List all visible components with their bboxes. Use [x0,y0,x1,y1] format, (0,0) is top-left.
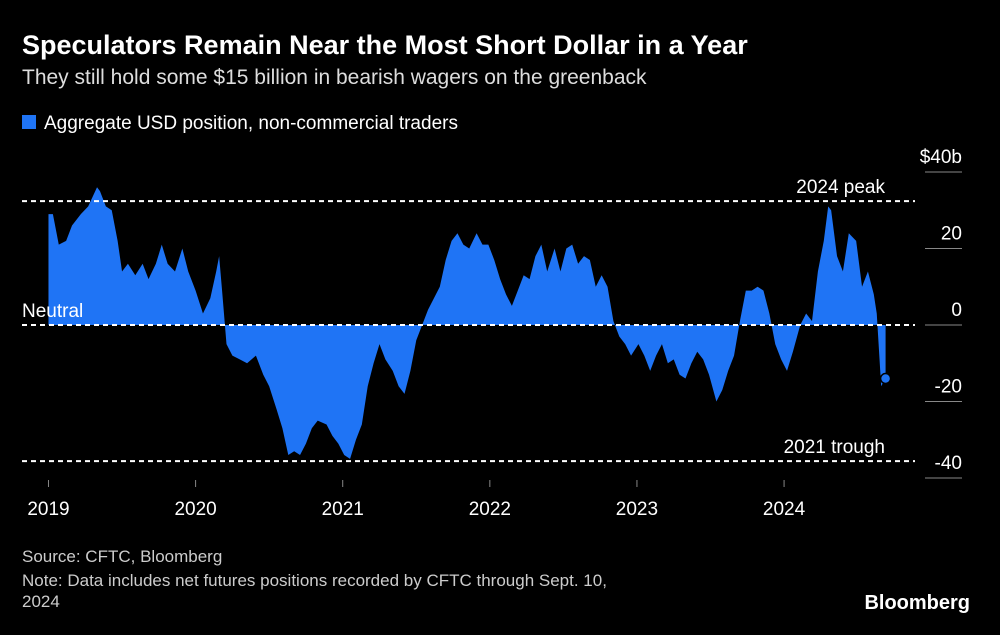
x-tick-label: 2022 [469,499,511,520]
legend-swatch [22,115,36,129]
x-tick-label: 2021 [322,499,364,520]
chart-title: Speculators Remain Near the Most Short D… [22,30,748,60]
area [48,187,886,459]
x-tick-label: 2024 [763,499,806,520]
brand: Bloomberg [864,592,970,614]
source: Source: CFTC, Bloomberg [22,547,223,566]
x-tick-label: 2020 [174,499,216,520]
note: Note: Data includes net futures position… [22,571,607,611]
end-dot [879,372,892,385]
reference-label: 2024 peak [796,177,885,198]
chart: Aggregate USD position, non-commercial t… [22,113,962,520]
y-tick-label: 20 [941,224,962,245]
x-tick-label: 2019 [27,499,69,520]
y-tick-label: -20 [935,377,962,398]
reference-label: Neutral [22,301,83,322]
y-tick-label: $40b [920,147,962,168]
y-tick-label: 0 [951,300,962,321]
y-tick-label: -40 [935,453,962,474]
chart-subtitle: They still hold some $15 billion in bear… [22,66,647,89]
reference-label: 2021 trough [784,437,885,458]
legend-label: Aggregate USD position, non-commercial t… [44,113,458,134]
x-tick-label: 2023 [616,499,658,520]
